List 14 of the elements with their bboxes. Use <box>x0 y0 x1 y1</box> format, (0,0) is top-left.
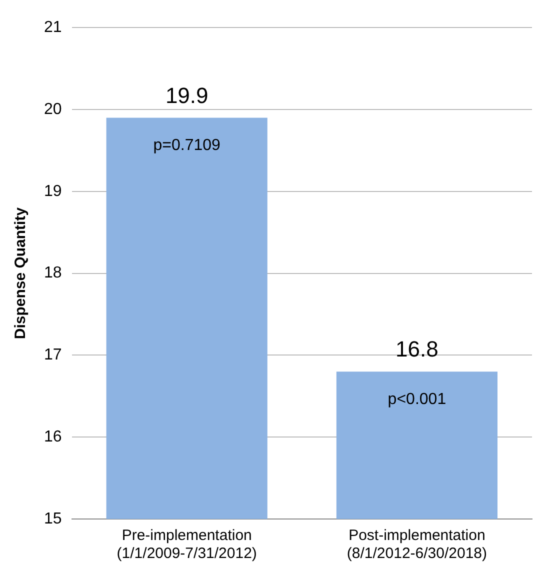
annotation: p=0.7109 <box>153 137 221 154</box>
y-axis-title: Dispense Quantity <box>12 206 30 340</box>
data-label: 19.9 <box>165 82 208 108</box>
x-tick-label: Pre-implementation (1/1/2009-7/31/2012) <box>116 527 257 562</box>
y-tick-label: 15 <box>44 510 62 528</box>
y-tick-label: 20 <box>44 100 62 118</box>
x-tick-label: Post-implementation (8/1/2012-6/30/2018) <box>346 527 488 562</box>
y-tick-label: 18 <box>44 264 62 282</box>
y-tick-label: 16 <box>44 428 62 446</box>
y-tick-label: 17 <box>44 346 62 364</box>
y-tick-label: 19 <box>44 182 62 200</box>
y-tick-label: 21 <box>44 19 62 36</box>
data-label: 16.8 <box>396 336 438 362</box>
annotation: p<0.001 <box>388 390 446 408</box>
